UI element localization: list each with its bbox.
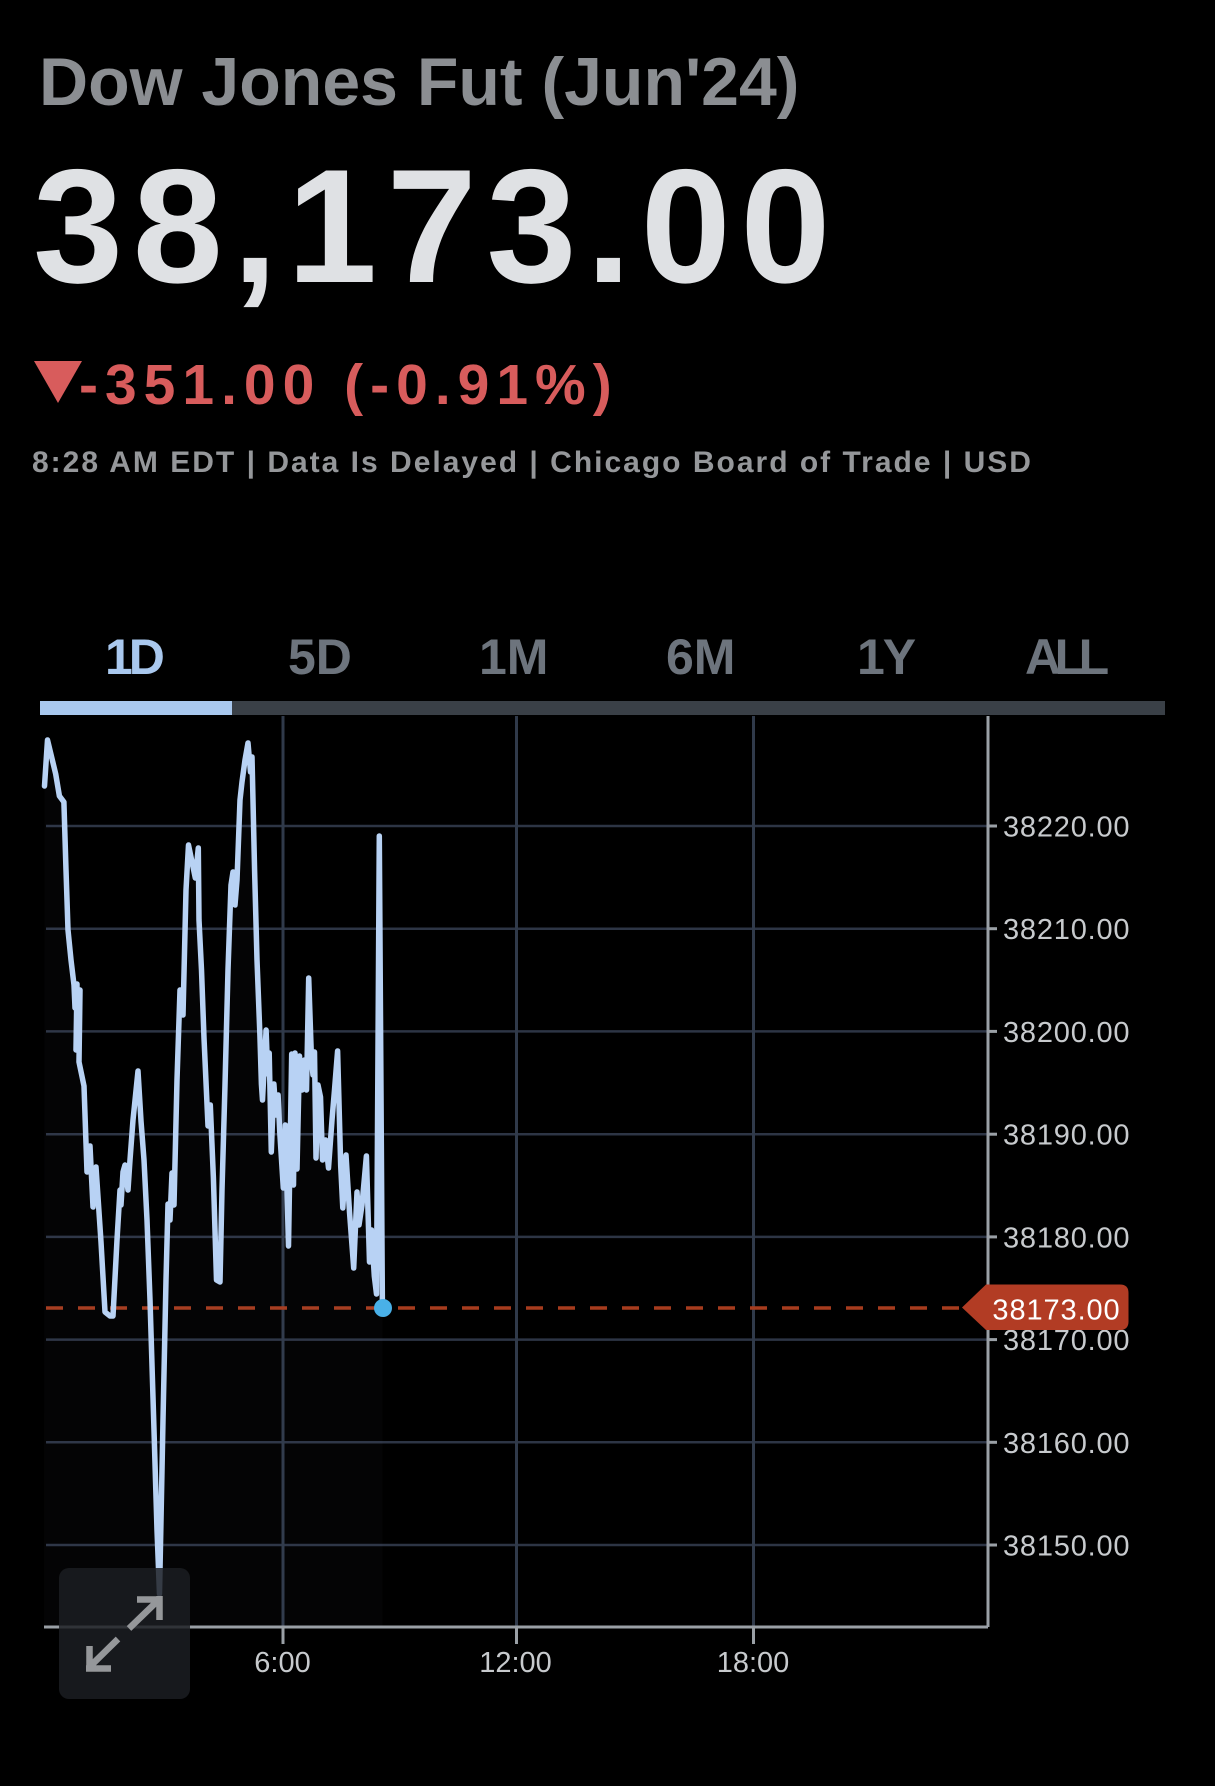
svg-text:38170.00: 38170.00 xyxy=(1003,1325,1130,1357)
svg-text:38200.00: 38200.00 xyxy=(1003,1017,1130,1049)
svg-text:38150.00: 38150.00 xyxy=(1003,1531,1130,1563)
svg-text:38210.00: 38210.00 xyxy=(1003,914,1130,946)
svg-text:38190.00: 38190.00 xyxy=(1003,1120,1130,1152)
svg-text:38173.00: 38173.00 xyxy=(992,1295,1120,1327)
svg-text:6:00: 6:00 xyxy=(254,1647,310,1679)
svg-text:18:00: 18:00 xyxy=(717,1647,790,1679)
svg-text:38180.00: 38180.00 xyxy=(1003,1222,1130,1254)
svg-text:38160.00: 38160.00 xyxy=(1003,1428,1130,1460)
svg-text:38220.00: 38220.00 xyxy=(1003,812,1130,844)
svg-text:12:00: 12:00 xyxy=(479,1647,552,1679)
